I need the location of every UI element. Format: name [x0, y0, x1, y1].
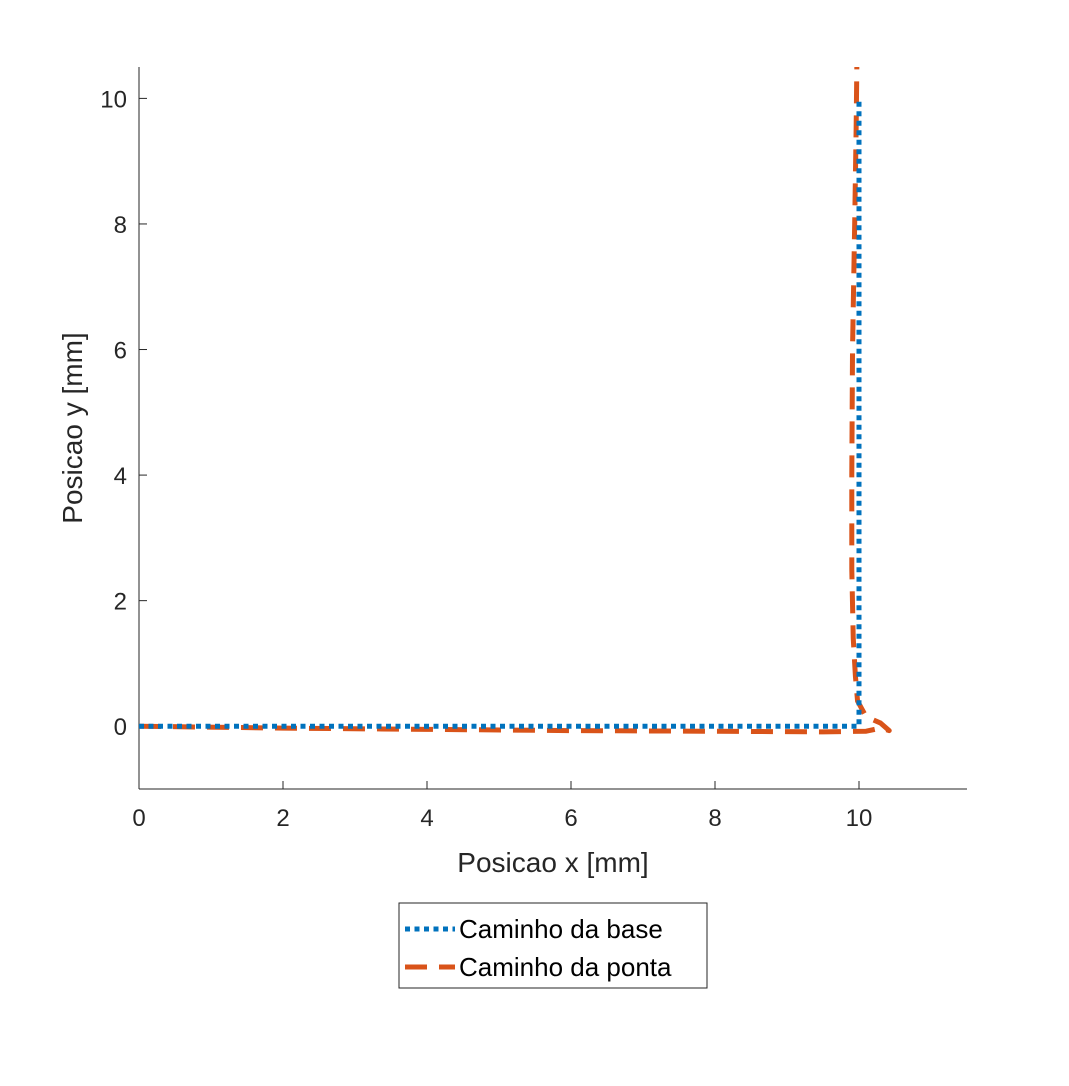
x-tick-label: 4 [420, 805, 433, 832]
y-tick-label: 2 [114, 589, 127, 616]
y-tick-label: 8 [114, 212, 127, 239]
x-axis-label: Posicao x [mm] [457, 847, 648, 878]
x-tick-label: 2 [276, 805, 289, 832]
y-tick-label: 0 [114, 714, 127, 741]
series-layer [138, 66, 892, 735]
x-tick-label: 8 [708, 805, 721, 832]
y-tick-label: 4 [114, 463, 127, 490]
y-tick-label: 6 [114, 338, 127, 365]
x-tick-label: 10 [846, 805, 873, 832]
axes: 0 2 4 6 8 10 0 2 4 6 8 10 [100, 67, 967, 832]
legend-label: Caminho da base [459, 914, 663, 944]
legend-label: Caminho da ponta [459, 952, 672, 982]
y-axis-label: Posicao y [mm] [57, 332, 88, 523]
legend: Caminho da base Caminho da ponta [398, 902, 708, 989]
series-line-base [139, 98, 862, 729]
series-line-ponta [138, 66, 892, 735]
y-tick-label: 10 [100, 86, 127, 113]
x-tick-label: 0 [132, 805, 145, 832]
x-tick-label: 6 [564, 805, 577, 832]
legend-box [398, 902, 708, 989]
